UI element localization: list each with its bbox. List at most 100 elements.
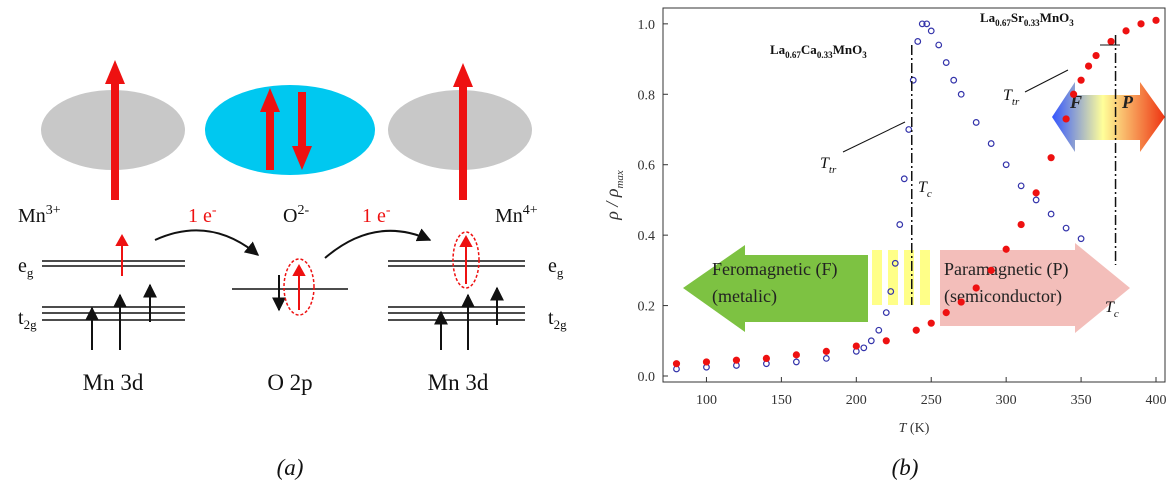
data-point (958, 299, 964, 305)
level-label: t2g (548, 307, 567, 332)
data-point (936, 42, 942, 48)
x-tick-label: 150 (771, 393, 792, 408)
ion-label: Mn4+ (495, 203, 538, 227)
y-tick-label: 0.4 (638, 229, 656, 244)
data-point (1086, 63, 1092, 69)
transition-band (888, 250, 898, 305)
x-tick-label: 300 (996, 393, 1017, 408)
series-label: La0.67Ca0.33MnO3 (770, 42, 867, 60)
data-point (1071, 91, 1077, 97)
panel-label: (b) (892, 455, 919, 480)
data-point (913, 327, 919, 333)
data-point (868, 338, 874, 344)
data-point (673, 361, 679, 367)
panel-label: (a) (277, 455, 304, 480)
data-point (943, 310, 949, 316)
formula-part: Sr (1011, 10, 1024, 25)
orbital-label: Mn 3d (83, 370, 144, 395)
x-tick-label: 350 (1071, 393, 1092, 408)
data-point (1063, 116, 1069, 122)
data-point (703, 359, 709, 365)
ion-label: O2- (283, 203, 309, 227)
y-label-sub: max (614, 170, 626, 188)
y-tick-label: 0.8 (638, 88, 656, 103)
x-tick-label: 100 (696, 393, 717, 408)
data-point (988, 267, 994, 273)
y-tick-label: 0.2 (638, 300, 656, 315)
label-sub: tr (829, 164, 837, 176)
data-point (988, 141, 994, 147)
x-axis-label: T (K) (899, 421, 930, 436)
data-point (823, 348, 829, 354)
level-label: t2g (18, 307, 37, 332)
data-point (853, 343, 859, 349)
data-point (824, 356, 830, 362)
panel-b: 1001502002503003504000.00.20.40.60.81.0T… (602, 8, 1167, 480)
region-label: (metalic) (712, 286, 777, 307)
region-label: Feromagnetic (F) (712, 259, 837, 280)
transition-label: Tc (918, 179, 932, 200)
o-orbital (205, 85, 375, 175)
y-axis-label: ρ / ρmax (602, 170, 626, 221)
data-point (1078, 236, 1084, 242)
data-point (733, 357, 739, 363)
transition-label: Tc (1105, 299, 1119, 320)
orbital-label: Mn 3d (428, 370, 489, 395)
data-point (928, 28, 934, 34)
data-point (1153, 17, 1159, 23)
data-point (973, 120, 979, 126)
data-point (1033, 197, 1039, 203)
level-label: eg (548, 255, 564, 280)
subscript: 0.33 (1024, 18, 1040, 28)
data-point (915, 39, 921, 45)
subscript: 0.33 (817, 50, 833, 60)
formula-part: La (980, 10, 996, 25)
data-point (906, 127, 912, 133)
data-point (1003, 162, 1009, 168)
label-sub: c (1114, 308, 1119, 320)
ion-label: Mn3+ (18, 203, 61, 227)
x-label-unit: (K) (906, 421, 929, 436)
transition-band (920, 250, 930, 305)
data-point (928, 320, 934, 326)
formula-part: La (770, 42, 786, 57)
data-point (1018, 183, 1024, 189)
region-label: Paramagnetic (P) (944, 259, 1068, 280)
data-point (1048, 155, 1054, 161)
label-sub: c (927, 188, 932, 200)
y-tick-label: 1.0 (638, 18, 656, 33)
subscript: 3 (1069, 18, 1074, 28)
data-point (958, 91, 964, 97)
x-tick-label: 200 (846, 393, 867, 408)
data-point (1108, 38, 1114, 44)
data-point (1033, 190, 1039, 196)
label-sub: tr (1012, 96, 1020, 108)
data-point (793, 352, 799, 358)
subscript: 0.67 (995, 18, 1011, 28)
x-tick-label: 250 (921, 393, 942, 408)
data-point (1123, 28, 1129, 34)
data-point (1048, 211, 1054, 217)
data-point (1018, 222, 1024, 228)
transition-band (872, 250, 882, 305)
transfer-arrows (155, 230, 430, 258)
y-tick-label: 0.6 (638, 159, 656, 174)
transition-label: Ttr (1003, 87, 1020, 108)
data-point (1138, 21, 1144, 27)
red-electrons (117, 232, 479, 315)
data-point (883, 310, 889, 316)
data-point (1093, 53, 1099, 59)
transition-band (904, 250, 914, 305)
data-point (763, 355, 769, 361)
formula-part: MnO (1040, 10, 1070, 25)
data-point (1078, 77, 1084, 83)
data-point (861, 345, 867, 351)
formula-part: Ca (801, 42, 817, 57)
subscript: 3 (862, 50, 867, 60)
orbital-label: O 2p (267, 370, 312, 395)
region-label: P (1121, 92, 1134, 112)
figure: Mn3+ O2- Mn4+ 1 e- 1 e- eg t2g eg (0, 0, 1172, 488)
data-point (794, 359, 800, 365)
series-label: La0.67Sr0.33MnO3 (980, 10, 1074, 28)
data-point (883, 338, 889, 344)
